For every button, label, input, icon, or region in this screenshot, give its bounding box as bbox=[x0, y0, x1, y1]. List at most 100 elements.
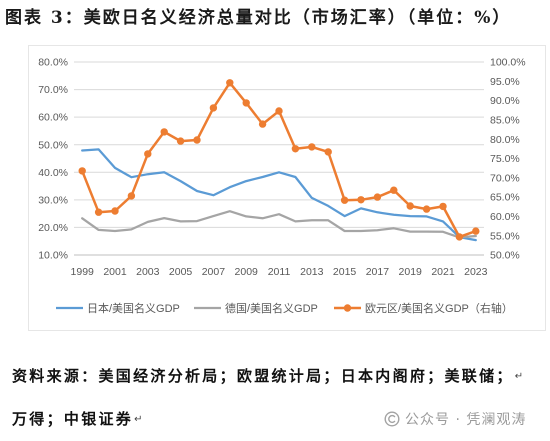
eurozone-to-us-gdp-point-2023 bbox=[472, 227, 480, 235]
japan-to-us-gdp-point-2003 bbox=[146, 172, 150, 176]
x-tick-label: 2011 bbox=[268, 266, 291, 278]
x-tick-label: 2015 bbox=[333, 266, 357, 278]
y-left-tick-label: 50.0% bbox=[38, 139, 68, 151]
y-left-tick-label: 70.0% bbox=[38, 84, 68, 96]
germany-to-us-gdp-point-2013 bbox=[310, 218, 314, 222]
eurozone-to-us-gdp-point-1999 bbox=[78, 167, 86, 175]
chart-legend: 日本/美国名义GDP 德国/美国名义GDP 欧元区/美国名义GDP（右轴） bbox=[56, 301, 513, 315]
japan-to-us-gdp-line bbox=[81, 148, 477, 242]
x-tick-label: 2003 bbox=[136, 266, 160, 278]
germany-to-us-gdp-point-2006 bbox=[195, 219, 199, 223]
japan-to-us-gdp-point-2012 bbox=[293, 175, 297, 179]
eurozone-to-us-gdp-point-2018 bbox=[390, 186, 398, 194]
eurozone-to-us-gdp-point-2012 bbox=[291, 145, 300, 153]
germany-to-us-gdp-point-2014 bbox=[326, 218, 330, 222]
japan-to-us-gdp-point-2023 bbox=[474, 238, 478, 242]
source-note-line-1: 资料来源：美国经济分析局；欧盟统计局；日本内阁府；美联储；↵ bbox=[12, 366, 523, 387]
japan-to-us-gdp-point-2009 bbox=[244, 179, 248, 183]
legend-item-eurozone-to-us-gdp: 欧元区/美国名义GDP（右轴） bbox=[334, 301, 513, 315]
y-axis-left: 10.0% 20.0% 30.0% 40.0% 50.0% 60.0% 70.0% 80.0% bbox=[38, 57, 68, 262]
y-right-tick-label: 60.0% bbox=[490, 211, 520, 223]
japan-to-us-gdp-point-2015 bbox=[343, 214, 347, 218]
japan-to-us-gdp-point-2007 bbox=[211, 193, 215, 197]
germany-to-us-gdp-point-2012 bbox=[293, 219, 297, 223]
x-tick-label: 2009 bbox=[235, 266, 259, 278]
japan-to-us-gdp-point-2000 bbox=[97, 147, 101, 151]
japan-to-us-gdp-point-2010 bbox=[261, 175, 265, 179]
germany-to-us-gdp-point-2015 bbox=[343, 229, 347, 233]
y-right-tick-label: 80.0% bbox=[490, 134, 520, 146]
gridlines bbox=[74, 61, 484, 256]
japan-to-us-gdp-point-2002 bbox=[129, 175, 133, 179]
germany-to-us-gdp-point-2005 bbox=[179, 219, 183, 223]
source-note-text: 万得；中银证券 bbox=[12, 410, 134, 428]
eurozone-to-us-gdp-point-2020 bbox=[422, 205, 431, 213]
eurozone-to-us-gdp-point-2000 bbox=[94, 208, 103, 216]
germany-to-us-gdp-point-2008 bbox=[228, 209, 232, 213]
eurozone-to-us-gdp-point-2006 bbox=[193, 136, 201, 144]
y-right-tick-label: 90.0% bbox=[490, 95, 520, 107]
japan-to-us-gdp-point-1999 bbox=[80, 149, 84, 153]
japan-to-us-gdp-series bbox=[80, 147, 478, 242]
legend-label-japan-to-us-gdp: 日本/美国名义GDP bbox=[87, 301, 180, 315]
eurozone-to-us-gdp-point-2007 bbox=[209, 104, 218, 112]
x-tick-label: 1999 bbox=[71, 266, 95, 278]
paragraph-mark-icon: ↵ bbox=[134, 414, 143, 425]
japan-to-us-gdp-point-2018 bbox=[392, 213, 396, 217]
germany-to-us-gdp-point-2004 bbox=[162, 216, 166, 220]
eurozone-to-us-gdp-point-2010 bbox=[258, 120, 267, 128]
y-right-tick-label: 50.0% bbox=[490, 250, 520, 262]
germany-to-us-gdp-point-2020 bbox=[425, 230, 429, 234]
x-tick-label: 2017 bbox=[366, 266, 390, 278]
eurozone-to-us-gdp-point-2009 bbox=[242, 99, 250, 107]
y-left-tick-label: 60.0% bbox=[38, 112, 68, 124]
figure-title: 图表 3：美欧日名义经济总量对比（市场汇率）（单位：%） bbox=[5, 8, 512, 28]
y-left-tick-label: 20.0% bbox=[38, 222, 68, 234]
eurozone-to-us-gdp-point-2003 bbox=[144, 150, 152, 158]
x-tick-label: 2013 bbox=[300, 266, 324, 278]
japan-to-us-gdp-point-2016 bbox=[359, 206, 363, 210]
y-right-tick-label: 75.0% bbox=[490, 153, 520, 165]
germany-to-us-gdp-point-2002 bbox=[129, 227, 133, 231]
japan-to-us-gdp-point-2005 bbox=[179, 179, 183, 183]
y-right-tick-label: 85.0% bbox=[490, 115, 520, 127]
eurozone-to-us-gdp-point-2001 bbox=[111, 207, 119, 215]
y-right-tick-label: 55.0% bbox=[490, 230, 520, 242]
japan-to-us-gdp-point-2006 bbox=[195, 189, 199, 193]
chart-frame bbox=[28, 45, 546, 331]
eurozone-to-us-gdp-point-2021 bbox=[439, 202, 447, 211]
germany-to-us-gdp-point-2011 bbox=[277, 212, 281, 216]
x-axis: 1999 2001 2003 2005 2007 2009 2011 2013 2015 2017… bbox=[71, 266, 488, 278]
germany-to-us-gdp-point-2021 bbox=[441, 230, 445, 234]
y-left-tick-label: 10.0% bbox=[38, 250, 68, 262]
eurozone-to-us-gdp-point-2013 bbox=[308, 143, 316, 151]
source-note-line-2: 万得；中银证券↵ bbox=[12, 409, 143, 430]
legend-item-germany-to-us-gdp: 德国/美国名义GDP bbox=[194, 301, 318, 315]
y-left-tick-label: 30.0% bbox=[38, 194, 68, 206]
germany-to-us-gdp-point-2018 bbox=[392, 226, 396, 230]
eurozone-to-us-gdp-point-2004 bbox=[160, 128, 168, 136]
eurozone-to-us-gdp-series bbox=[78, 79, 480, 241]
legend-item-japan-to-us-gdp: 日本/美国名义GDP bbox=[56, 301, 180, 315]
eurozone-to-us-gdp-point-2008 bbox=[226, 79, 234, 87]
japan-to-us-gdp-point-2017 bbox=[375, 210, 379, 214]
germany-to-us-gdp-point-2016 bbox=[359, 229, 363, 233]
japan-to-us-gdp-point-2021 bbox=[441, 219, 445, 223]
eurozone-to-us-gdp-point-2011 bbox=[275, 107, 283, 115]
germany-to-us-gdp-series bbox=[80, 209, 477, 239]
japan-to-us-gdp-point-2020 bbox=[425, 214, 429, 218]
y-axis-right: 50.0% 55.0% 60.0% 65.0% 70.0% 75.0% 80.0% 85.0%… bbox=[490, 57, 526, 262]
japan-to-us-gdp-point-2011 bbox=[277, 170, 281, 174]
germany-to-us-gdp-point-1999 bbox=[80, 216, 84, 220]
germany-to-us-gdp-point-2001 bbox=[113, 229, 117, 233]
germany-to-us-gdp-point-2010 bbox=[261, 216, 265, 220]
eurozone-to-us-gdp-point-2014 bbox=[324, 148, 332, 156]
x-tick-label: 2005 bbox=[169, 266, 193, 278]
germany-to-us-gdp-point-2017 bbox=[375, 228, 379, 232]
watermark-text: 公众号 · 凭澜观涛 bbox=[405, 412, 527, 428]
eurozone-to-us-gdp-point-2022 bbox=[455, 233, 464, 241]
wechat-icon bbox=[384, 411, 400, 427]
watermark: 公众号 · 凭澜观涛 bbox=[384, 409, 526, 429]
y-right-tick-label: 65.0% bbox=[490, 192, 520, 204]
